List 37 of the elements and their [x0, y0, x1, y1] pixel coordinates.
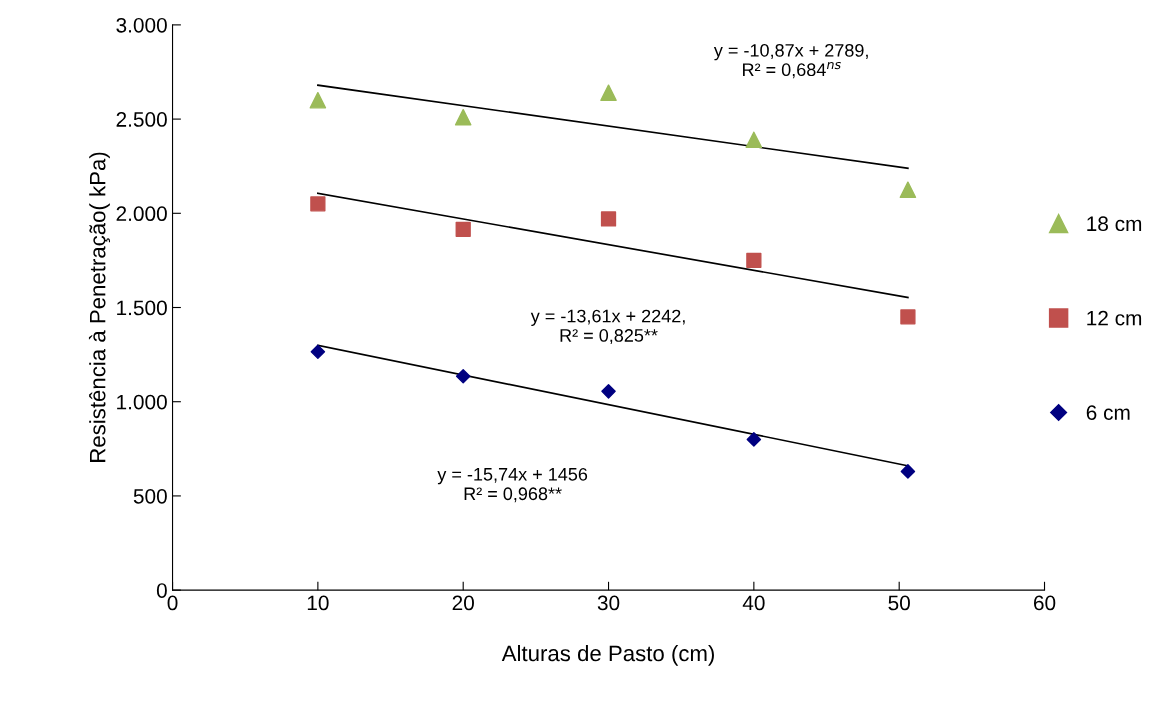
x-tick-label: 30: [597, 595, 620, 611]
x-tick-label: 10: [307, 595, 329, 611]
point: [746, 432, 762, 447]
annotation: y = -15,74x + 1456 R² = 0,968**: [437, 467, 588, 503]
point: [900, 464, 916, 479]
y-tick-label: 2.000: [116, 206, 167, 222]
point: [310, 196, 326, 212]
y-axis-title: Resistência à Penetração( kPa): [88, 152, 110, 462]
x-tick-label: 50: [888, 595, 910, 611]
x-tick-label: 40: [742, 595, 765, 611]
point: [455, 368, 471, 384]
y-tick-label: 2.500: [116, 112, 167, 127]
legend-label: 6 cm: [1086, 405, 1130, 420]
x-axis-title: Alturas de Pasto (cm): [501, 644, 714, 666]
point: [310, 344, 326, 360]
point: [454, 108, 472, 126]
y-tick-label: 1.000: [117, 394, 167, 410]
legend-label: 12 cm: [1087, 310, 1142, 326]
point: [746, 252, 762, 269]
point: [899, 181, 917, 199]
legend-label: 18 cm: [1087, 216, 1142, 232]
y-tick-label: 0: [156, 583, 167, 598]
point: [600, 84, 617, 102]
point: [309, 91, 327, 109]
point: [600, 211, 617, 227]
point: [455, 221, 471, 237]
annotation: y = -13,61x + 2242, R² = 0,825**: [530, 309, 685, 344]
y-tick-label: 3.000: [116, 17, 167, 33]
point: [601, 384, 616, 399]
point: [900, 309, 916, 325]
y-tick-label: 500: [133, 488, 167, 504]
x-tick-label: 60: [1033, 595, 1056, 611]
point: [745, 131, 763, 149]
x-tick-label: 0: [167, 595, 178, 611]
annotation: y = -10,87x + 2789, R² = 0,684$^{ns}$: [713, 43, 868, 79]
x-tick-label: 20: [452, 595, 474, 611]
y-tick-label: 1.500: [117, 300, 167, 316]
